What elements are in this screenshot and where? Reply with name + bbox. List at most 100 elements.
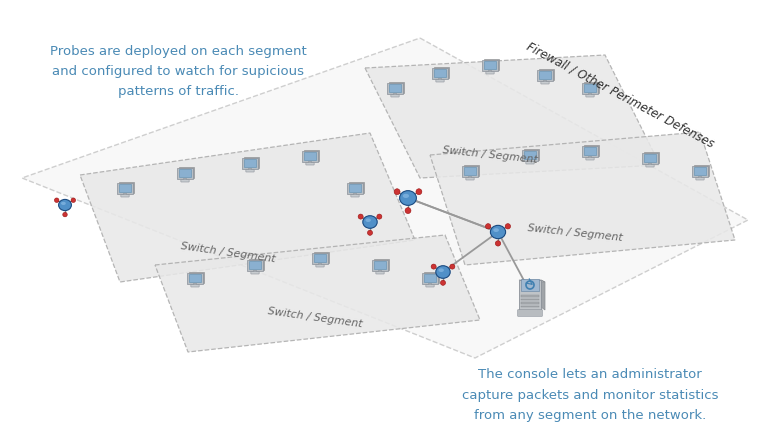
FancyBboxPatch shape — [177, 168, 193, 179]
FancyBboxPatch shape — [486, 72, 494, 74]
Ellipse shape — [403, 194, 409, 198]
Circle shape — [416, 189, 422, 194]
FancyBboxPatch shape — [643, 153, 658, 164]
FancyBboxPatch shape — [348, 182, 364, 193]
FancyBboxPatch shape — [389, 82, 404, 93]
FancyBboxPatch shape — [429, 283, 432, 286]
FancyBboxPatch shape — [586, 158, 594, 160]
FancyBboxPatch shape — [584, 82, 599, 93]
FancyBboxPatch shape — [484, 59, 499, 70]
FancyBboxPatch shape — [309, 161, 312, 164]
FancyBboxPatch shape — [118, 182, 134, 193]
FancyBboxPatch shape — [462, 166, 478, 177]
FancyBboxPatch shape — [242, 158, 257, 169]
FancyBboxPatch shape — [181, 180, 189, 182]
Circle shape — [63, 212, 67, 217]
Circle shape — [485, 224, 490, 229]
FancyBboxPatch shape — [521, 302, 539, 304]
Text: Switch / Segment: Switch / Segment — [267, 306, 363, 330]
FancyBboxPatch shape — [248, 259, 264, 271]
FancyBboxPatch shape — [436, 80, 444, 82]
Circle shape — [405, 208, 411, 213]
FancyBboxPatch shape — [539, 71, 551, 79]
Circle shape — [54, 198, 59, 202]
FancyBboxPatch shape — [183, 179, 186, 181]
FancyBboxPatch shape — [543, 80, 546, 83]
FancyBboxPatch shape — [526, 162, 534, 164]
FancyBboxPatch shape — [521, 295, 539, 297]
FancyBboxPatch shape — [389, 84, 401, 92]
FancyBboxPatch shape — [424, 274, 436, 282]
FancyBboxPatch shape — [121, 194, 129, 197]
Polygon shape — [365, 55, 660, 178]
FancyBboxPatch shape — [244, 160, 256, 167]
FancyBboxPatch shape — [372, 260, 387, 271]
FancyBboxPatch shape — [314, 255, 326, 262]
FancyBboxPatch shape — [582, 83, 597, 94]
Ellipse shape — [490, 225, 506, 239]
FancyBboxPatch shape — [351, 194, 359, 197]
FancyBboxPatch shape — [303, 151, 318, 162]
FancyBboxPatch shape — [586, 95, 594, 97]
FancyBboxPatch shape — [519, 280, 541, 310]
FancyBboxPatch shape — [306, 163, 314, 165]
FancyBboxPatch shape — [303, 150, 319, 161]
FancyBboxPatch shape — [393, 93, 397, 96]
FancyBboxPatch shape — [248, 260, 263, 271]
FancyBboxPatch shape — [584, 147, 596, 155]
FancyBboxPatch shape — [119, 184, 131, 192]
FancyBboxPatch shape — [541, 82, 549, 84]
FancyBboxPatch shape — [524, 151, 536, 159]
Circle shape — [367, 230, 373, 235]
FancyBboxPatch shape — [187, 273, 202, 284]
FancyBboxPatch shape — [434, 67, 449, 78]
FancyBboxPatch shape — [349, 184, 361, 192]
Circle shape — [431, 264, 436, 269]
FancyBboxPatch shape — [179, 169, 191, 177]
FancyBboxPatch shape — [537, 70, 552, 81]
FancyBboxPatch shape — [584, 84, 596, 92]
FancyBboxPatch shape — [319, 263, 322, 266]
FancyBboxPatch shape — [314, 252, 329, 263]
FancyBboxPatch shape — [378, 271, 381, 273]
FancyBboxPatch shape — [304, 152, 316, 160]
FancyBboxPatch shape — [698, 176, 701, 179]
Polygon shape — [155, 235, 480, 352]
FancyBboxPatch shape — [432, 68, 448, 79]
Circle shape — [71, 198, 76, 202]
FancyBboxPatch shape — [644, 154, 656, 162]
FancyBboxPatch shape — [254, 271, 257, 273]
Circle shape — [495, 241, 500, 246]
FancyBboxPatch shape — [312, 253, 328, 264]
FancyBboxPatch shape — [694, 168, 706, 175]
FancyBboxPatch shape — [466, 178, 474, 180]
Ellipse shape — [439, 268, 444, 272]
FancyBboxPatch shape — [246, 170, 254, 172]
Text: Firewall / Other Perimeter Defenses: Firewall / Other Perimeter Defenses — [524, 40, 716, 150]
Ellipse shape — [365, 218, 371, 222]
Ellipse shape — [400, 191, 416, 206]
FancyBboxPatch shape — [468, 176, 471, 179]
FancyBboxPatch shape — [354, 194, 357, 196]
Ellipse shape — [61, 202, 66, 205]
Text: Switch / Segment: Switch / Segment — [527, 223, 623, 243]
FancyBboxPatch shape — [643, 152, 659, 163]
FancyBboxPatch shape — [696, 178, 704, 180]
FancyBboxPatch shape — [387, 83, 403, 94]
Circle shape — [377, 214, 382, 219]
FancyBboxPatch shape — [521, 279, 539, 291]
FancyBboxPatch shape — [649, 164, 652, 166]
Text: Switch / Segment: Switch / Segment — [180, 241, 276, 265]
Polygon shape — [541, 280, 545, 310]
FancyBboxPatch shape — [582, 146, 597, 157]
FancyBboxPatch shape — [423, 272, 439, 283]
FancyBboxPatch shape — [518, 310, 542, 316]
FancyBboxPatch shape — [529, 160, 532, 163]
FancyBboxPatch shape — [189, 272, 204, 283]
FancyBboxPatch shape — [588, 93, 591, 96]
FancyBboxPatch shape — [422, 273, 438, 284]
Ellipse shape — [494, 228, 499, 232]
FancyBboxPatch shape — [464, 165, 479, 176]
FancyBboxPatch shape — [539, 69, 554, 80]
FancyBboxPatch shape — [376, 272, 384, 274]
